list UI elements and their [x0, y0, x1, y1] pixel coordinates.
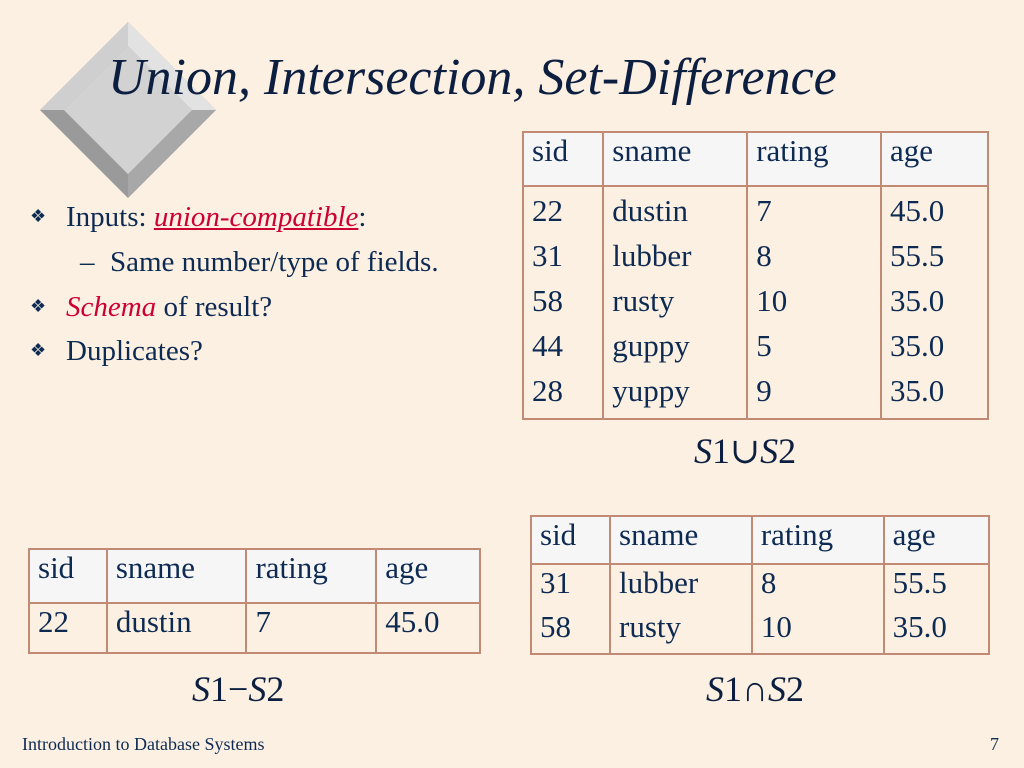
col-header-age: age [375, 549, 481, 604]
schema-term: Schema [66, 290, 157, 323]
cell-sname: rusty [609, 609, 753, 654]
col-header-sid: sid [521, 132, 605, 187]
intersection-caption: S1∩S2 [706, 668, 804, 710]
page-number: 7 [990, 734, 999, 754]
union-caption: S1∪S2 [694, 430, 796, 472]
bevel-diamond-icon [40, 22, 216, 198]
cell-rating: 7 [245, 603, 378, 653]
col-header-sname: sname [105, 549, 248, 604]
col-header-sname: sname [602, 132, 749, 187]
cell-sid: 28 [521, 373, 605, 419]
cell-age: 35.0 [879, 283, 990, 328]
table-row: 31 lubber 8 55.5 [529, 564, 991, 609]
caption-s1-letter: S [192, 669, 210, 709]
cell-age: 35.0 [882, 609, 991, 654]
caption-s1-index: 1 [712, 431, 730, 471]
cell-age: 55.5 [882, 564, 991, 609]
cell-sname: guppy [602, 328, 749, 373]
inputs-prefix: Inputs: [66, 201, 154, 233]
cell-sname: lubber [609, 564, 753, 609]
cell-sname: dustin [105, 603, 248, 653]
caption-s2-letter: S [248, 669, 267, 709]
col-header-rating: rating [245, 549, 378, 604]
difference-table: sid sname rating age 22 dustin 7 45.0 [28, 548, 481, 654]
cell-sid: 22 [521, 186, 605, 238]
caption-s2-letter: S [760, 431, 779, 471]
cell-age: 35.0 [879, 373, 990, 419]
union-compatible-term: union-compatible [153, 201, 359, 233]
union-operator: ∪ [730, 431, 761, 471]
cell-rating: 8 [750, 564, 885, 609]
caption-s2-index: 2 [786, 669, 804, 709]
col-header-sid: sid [28, 549, 108, 604]
table-header-row: sid sname rating age [28, 549, 481, 604]
table-row: 58 rusty 10 35.0 [529, 609, 991, 654]
cell-sid: 31 [521, 238, 605, 283]
table-row: 22 dustin 7 45.0 [28, 603, 481, 653]
difference-caption: S1−S2 [192, 668, 284, 710]
cell-rating: 8 [746, 238, 882, 283]
bullet-inputs: ❖ Inputs: union-compatible: [28, 200, 508, 235]
caption-s2-letter: S [768, 669, 786, 709]
cell-sname: yuppy [602, 373, 749, 419]
diamond-bullet-icon: ❖ [30, 206, 47, 226]
table-row: 44 guppy 5 35.0 [521, 328, 990, 373]
bullet-schema: ❖ Schema of result? [28, 290, 508, 325]
cell-sid: 31 [529, 564, 612, 609]
table-row: 31 lubber 8 55.5 [521, 238, 990, 283]
difference-operator: − [228, 669, 249, 709]
table-header-row: sid sname rating age [529, 516, 991, 565]
same-number-text: Same number/type of fields. [110, 245, 439, 278]
cell-sid: 44 [521, 328, 605, 373]
cell-rating: 10 [746, 283, 882, 328]
table-header-row: sid sname rating age [521, 132, 990, 187]
bullet-duplicates: ❖ Duplicates? [28, 334, 508, 369]
col-header-age: age [879, 132, 990, 187]
dash-bullet-icon: – [80, 245, 95, 278]
cell-sname: rusty [602, 283, 749, 328]
cell-rating: 10 [750, 609, 885, 654]
duplicates-text: Duplicates? [66, 335, 203, 368]
col-header-rating: rating [750, 516, 885, 565]
col-header-sid: sid [529, 516, 612, 565]
cell-sid: 22 [28, 603, 108, 653]
slide-title: Union, Intersection, Set-Difference [108, 49, 837, 106]
sub-bullet-same-number: – Same number/type of fields. [28, 245, 508, 280]
caption-s1-index: 1 [210, 669, 228, 709]
caption-s1-letter: S [706, 669, 724, 709]
cell-sname: dustin [602, 186, 749, 238]
col-header-age: age [882, 516, 991, 565]
intersection-operator: ∩ [742, 669, 768, 709]
caption-s1-index: 1 [724, 669, 742, 709]
table-row: 58 rusty 10 35.0 [521, 283, 990, 328]
union-table: sid sname rating age 22 dustin 7 45.0 31… [521, 131, 990, 420]
cell-rating: 9 [746, 373, 882, 419]
cell-sname: lubber [602, 238, 749, 283]
cell-rating: 7 [746, 186, 882, 238]
caption-s2-index: 2 [266, 669, 285, 709]
col-header-rating: rating [746, 132, 882, 187]
cell-rating: 5 [746, 328, 882, 373]
intersection-table: sid sname rating age 31 lubber 8 55.5 58… [529, 515, 991, 655]
schema-rest: of result? [156, 290, 273, 323]
cell-age: 45.0 [375, 603, 481, 653]
table-row: 22 dustin 7 45.0 [521, 186, 990, 238]
diamond-bullet-icon: ❖ [30, 340, 47, 361]
cell-sid: 58 [529, 609, 612, 654]
caption-s2-index: 2 [778, 431, 797, 471]
cell-sid: 58 [521, 283, 605, 328]
bullet-list: ❖ Inputs: union-compatible: – Same numbe… [28, 200, 508, 379]
slide-footer: Introduction to Database Systems [22, 734, 265, 754]
caption-s1-letter: S [694, 431, 712, 471]
col-header-sname: sname [609, 516, 753, 565]
cell-age: 45.0 [879, 186, 990, 238]
table-row: 28 yuppy 9 35.0 [521, 373, 990, 419]
diamond-bullet-icon: ❖ [30, 295, 47, 316]
cell-age: 55.5 [879, 238, 990, 283]
cell-age: 35.0 [879, 328, 990, 373]
inputs-suffix: : [358, 201, 367, 233]
